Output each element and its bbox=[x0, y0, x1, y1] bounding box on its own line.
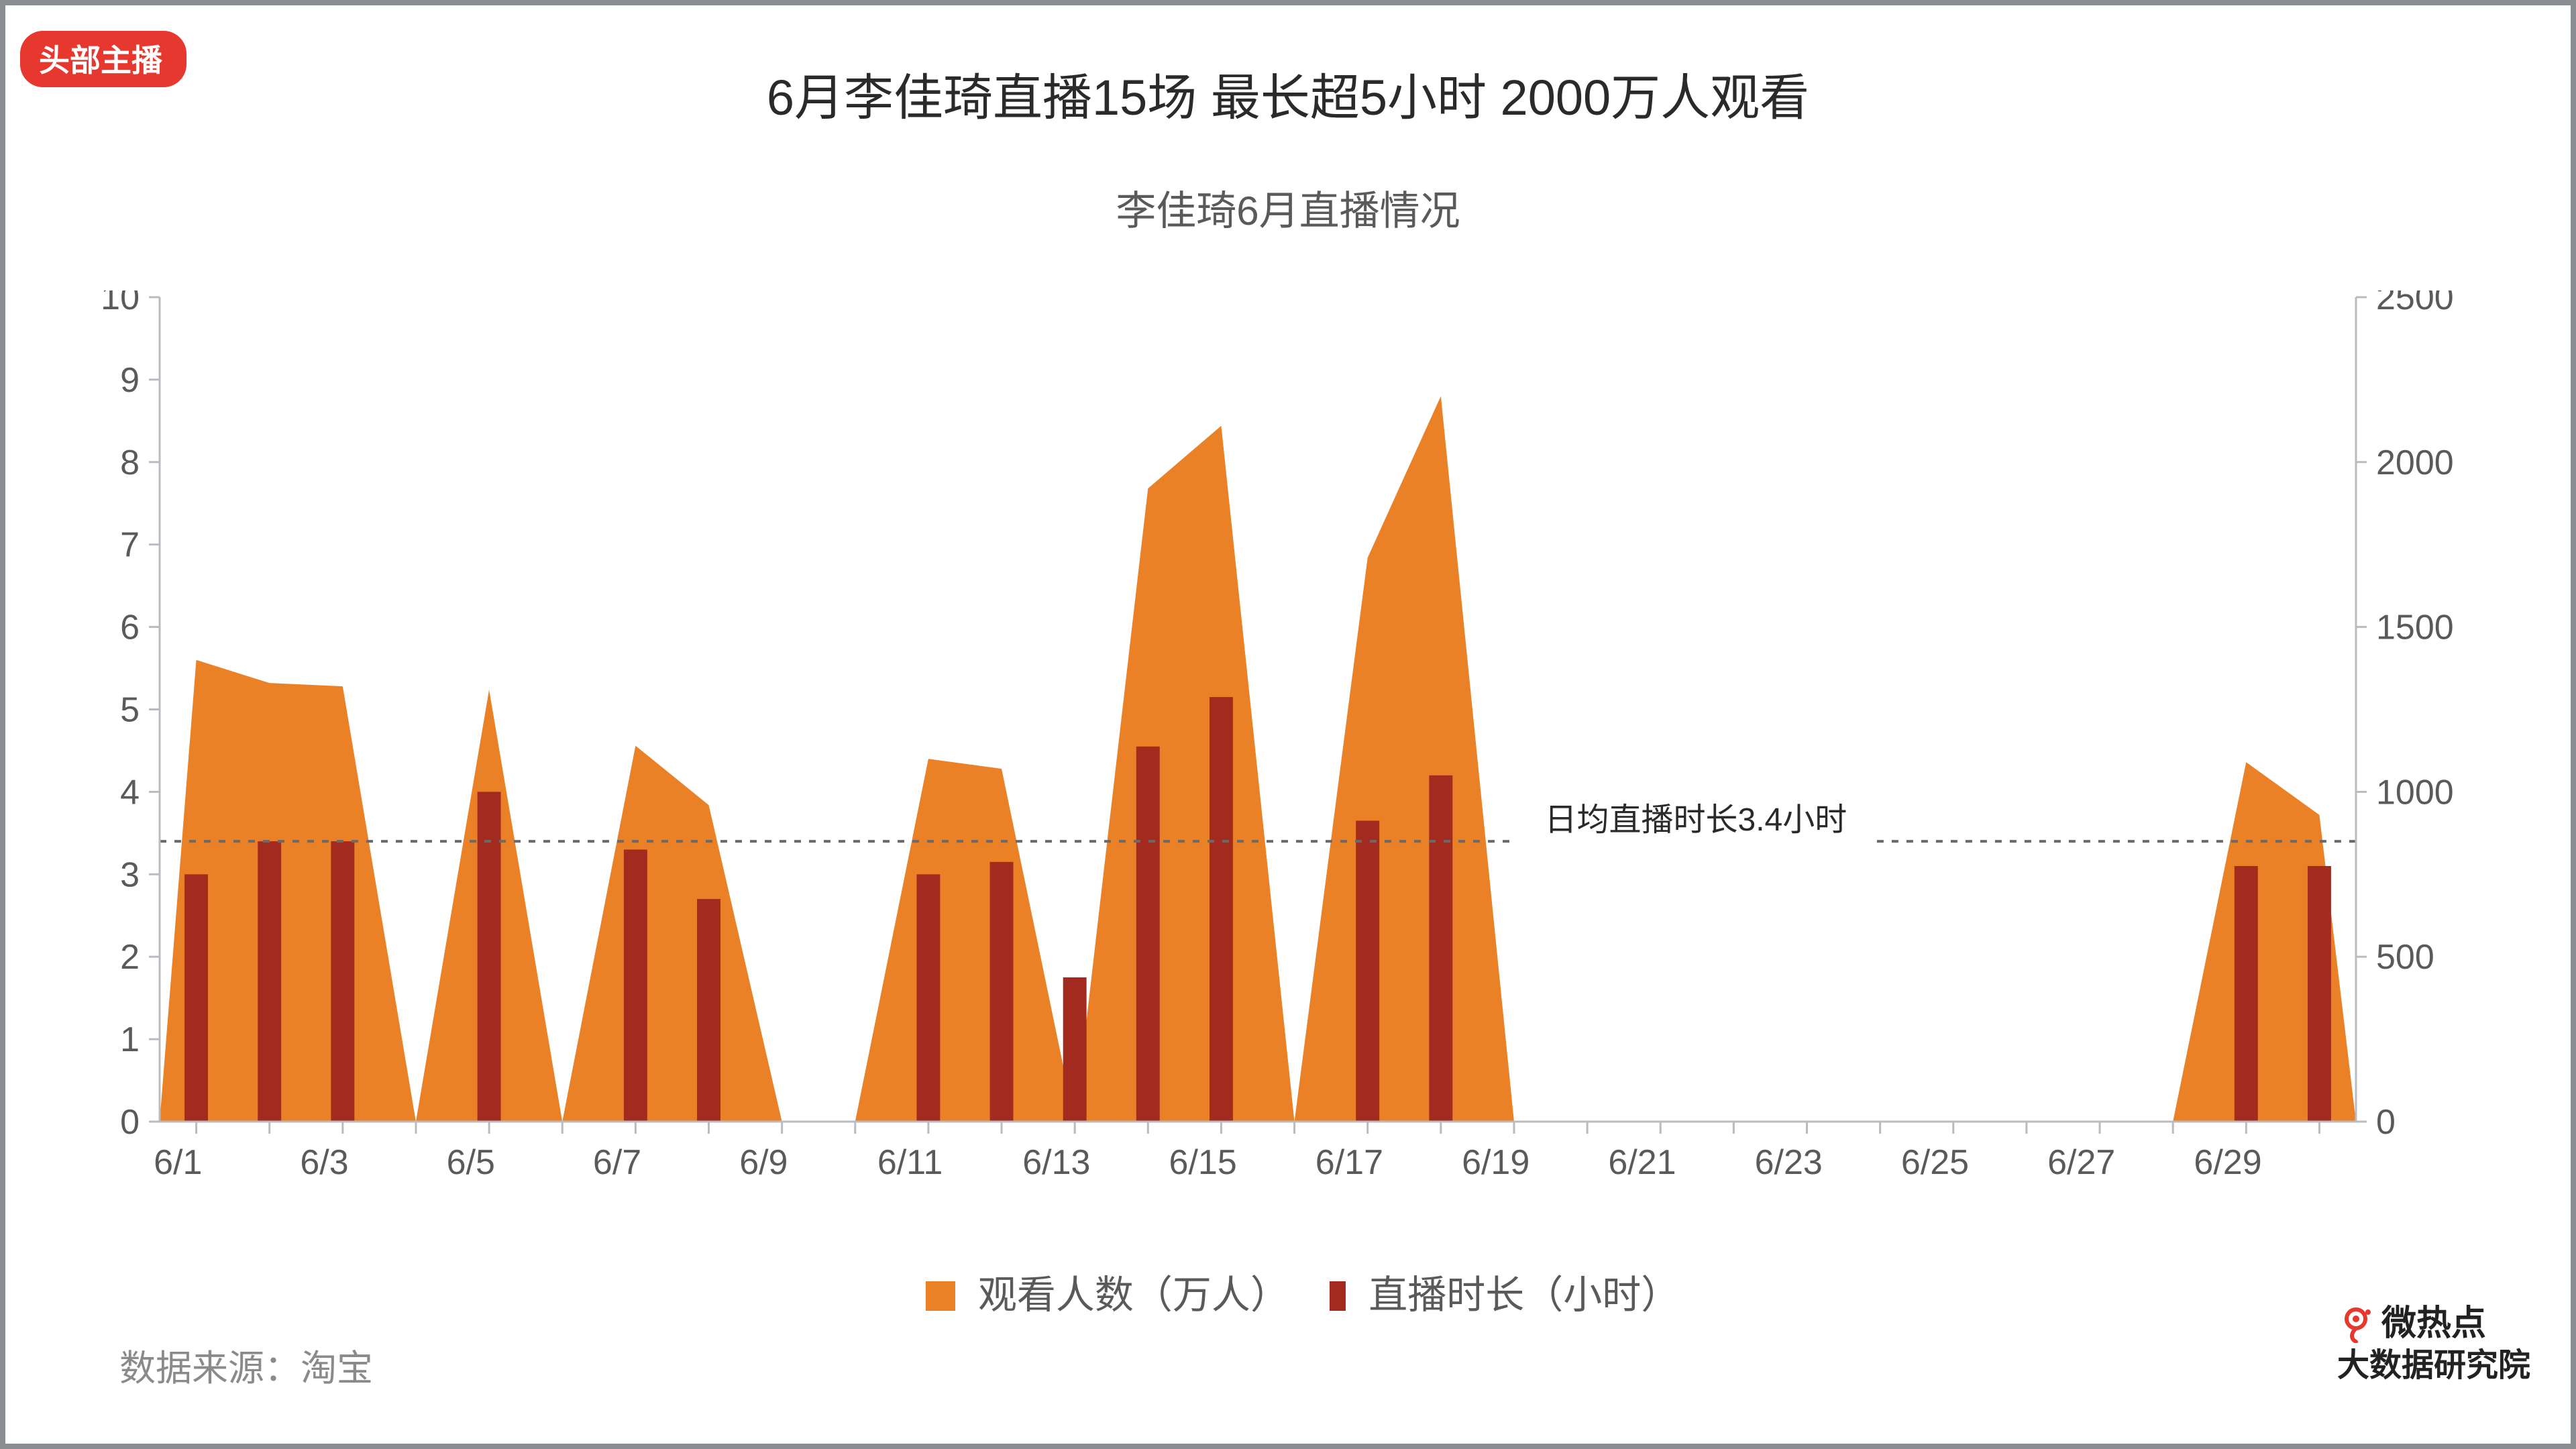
x-tick-label: 6/7 bbox=[593, 1143, 641, 1182]
x-tick-label: 6/13 bbox=[1022, 1143, 1090, 1182]
brand-line2: 大数据研究院 bbox=[2337, 1346, 2530, 1386]
bar bbox=[697, 899, 720, 1122]
chart-container: 日均直播时长3.4小时 0 1 2 3 4 5 6 7 8 9 10 0 500 1000 1500 2000 2… bbox=[72, 290, 2463, 1195]
bar bbox=[1356, 820, 1379, 1122]
bar bbox=[624, 849, 647, 1122]
eye-icon bbox=[2337, 1305, 2375, 1343]
x-tick-label: 6/19 bbox=[1462, 1143, 1529, 1182]
y-right-tick: 1500 bbox=[2376, 608, 2454, 647]
brand-line1: 微热点 bbox=[2381, 1302, 2486, 1346]
x-tick-label: 6/9 bbox=[739, 1143, 788, 1182]
y-right-tick: 500 bbox=[2376, 938, 2434, 977]
legend-label-bar: 直播时长（小时） bbox=[1368, 1273, 1680, 1317]
y-left-tick: 0 bbox=[120, 1103, 140, 1142]
y-right-tick: 1000 bbox=[2376, 773, 2454, 812]
y-right-tick: 2500 bbox=[2376, 290, 2454, 317]
bar bbox=[2235, 866, 2258, 1122]
x-tick-label: 6/25 bbox=[1901, 1143, 1969, 1182]
bar bbox=[184, 874, 208, 1122]
bar bbox=[258, 841, 281, 1122]
bar bbox=[1210, 697, 1233, 1122]
x-tick-label: 6/21 bbox=[1608, 1143, 1676, 1182]
y-left-tick: 10 bbox=[101, 290, 140, 317]
legend-swatch-area bbox=[926, 1281, 955, 1311]
data-source: 数据来源：淘宝 bbox=[119, 1338, 373, 1391]
x-tick-label: 6/15 bbox=[1169, 1143, 1237, 1182]
legend-swatch-bar bbox=[1330, 1281, 1346, 1311]
x-tick-label: 6/3 bbox=[300, 1143, 348, 1182]
combo-chart: 日均直播时长3.4小时 0 1 2 3 4 5 6 7 8 9 10 0 500 1000 1500 2000 2… bbox=[72, 290, 2463, 1195]
y-left-tick: 9 bbox=[120, 361, 140, 400]
x-tick-label: 6/11 bbox=[877, 1143, 943, 1182]
chart-subtitle: 李佳琦6月直播情况 bbox=[5, 178, 2571, 237]
bar bbox=[1136, 747, 1160, 1122]
y-right-tick: 2000 bbox=[2376, 443, 2454, 482]
x-tick-label: 6/23 bbox=[1755, 1143, 1823, 1182]
y-left-tick: 8 bbox=[120, 443, 140, 482]
y-left-tick: 7 bbox=[120, 526, 140, 565]
bar bbox=[2308, 866, 2331, 1122]
x-tick-label: 6/29 bbox=[2194, 1143, 2261, 1182]
y-left-tick: 2 bbox=[120, 938, 140, 977]
frame: 头部主播 6月李佳琦直播15场 最长超5小时 2000万人观看 李佳琦6月直播情… bbox=[0, 0, 2576, 1449]
avg-line-label: 日均直播时长3.4小时 bbox=[1545, 802, 1847, 838]
x-tick-label: 6/27 bbox=[2047, 1143, 2115, 1182]
bar bbox=[990, 862, 1014, 1122]
legend-label-area: 观看人数（万人） bbox=[978, 1273, 1289, 1317]
chart-title: 6月李佳琦直播15场 最长超5小时 2000万人观看 bbox=[5, 58, 2571, 129]
y-left-tick: 6 bbox=[120, 608, 140, 647]
y-left-tick: 1 bbox=[120, 1020, 140, 1059]
x-tick-label: 6/1 bbox=[154, 1143, 202, 1182]
legend: 观看人数（万人） 直播时长（小时） bbox=[5, 1263, 2571, 1320]
brand-logo: 微热点 大数据研究院 bbox=[2337, 1302, 2530, 1386]
y-right-tick: 0 bbox=[2376, 1103, 2396, 1142]
y-left-tick: 3 bbox=[120, 855, 140, 894]
bar bbox=[916, 874, 940, 1122]
bar bbox=[331, 841, 354, 1122]
bar bbox=[1063, 977, 1087, 1122]
x-tick-label: 6/17 bbox=[1316, 1143, 1383, 1182]
bar bbox=[1429, 775, 1452, 1122]
y-left-tick: 5 bbox=[120, 691, 140, 730]
x-tick-label: 6/5 bbox=[447, 1143, 495, 1182]
y-left-tick: 4 bbox=[120, 773, 140, 812]
